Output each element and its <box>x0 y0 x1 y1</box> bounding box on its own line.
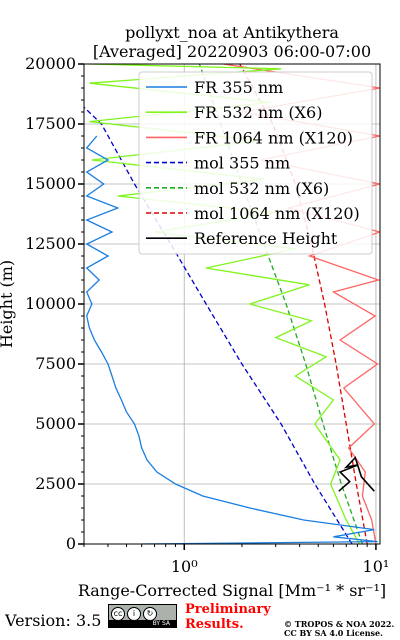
x-tick-label: 10¹ <box>363 557 390 576</box>
x-axis-label: Range-Corrected Signal [Mm⁻¹ * sr⁻¹] <box>78 581 386 600</box>
y-tick-label: 0 <box>66 534 76 553</box>
copyright-line1: © TROPOS & NOA 2022. <box>284 619 395 629</box>
preliminary-line2: Results. <box>185 617 244 632</box>
legend-label-ref: Reference Height <box>194 229 338 248</box>
legend-label-fr1064: FR 1064 nm (X120) <box>194 128 353 147</box>
y-axis-label: Height (m) <box>0 260 16 348</box>
cc-badge-text: BY SA <box>109 620 176 627</box>
y-tick-label: 10000 <box>25 294 76 313</box>
series-line-mol532 <box>198 64 364 544</box>
y-tick-label: 20000 <box>25 54 76 73</box>
legend: FR 355 nm FR 532 nm (X6) FR 1064 nm (X120)… <box>138 71 373 255</box>
y-tick-label: 5000 <box>35 414 76 433</box>
y-tick-label: 2500 <box>35 474 76 493</box>
version-label: Version: 3.5 <box>5 611 102 630</box>
legend-label-mol1064: mol 1064 nm (X120) <box>194 204 360 223</box>
legend-label-fr532: FR 532 nm (X6) <box>194 103 322 122</box>
legend-label-mol355: mol 355 nm <box>194 154 290 173</box>
chart-title-line2: [Averaged] 20220903 06:00-07:00 <box>93 42 371 61</box>
legend-box <box>138 71 373 255</box>
sa-icon: ↻ <box>143 607 157 621</box>
cc-icon: cc <box>111 607 125 621</box>
x-tick-label: 10⁰ <box>171 557 198 576</box>
legend-label-mol532: mol 532 nm (X6) <box>194 179 329 198</box>
series-line-ref <box>338 456 375 492</box>
copyright-note: © TROPOS & NOA 2022. CC BY SA 4.0 Licens… <box>284 620 394 638</box>
legend-label-fr355: FR 355 nm <box>194 78 283 97</box>
y-tick-label: 7500 <box>35 354 76 373</box>
by-icon: i <box>127 607 141 621</box>
lidar-profile-chart: pollyxt_noa at Antikythera [Averaged] 20… <box>0 23 389 600</box>
y-tick-label: 17500 <box>25 114 76 133</box>
series-line-fr355 <box>85 135 378 544</box>
copyright-line2: CC BY SA 4.0 License. <box>284 628 383 638</box>
series-line-mol355 <box>84 106 353 544</box>
y-tick-label: 12500 <box>25 234 76 253</box>
cc-license-badge[interactable]: cc i ↻ BY SA <box>108 604 177 628</box>
chart-title-line1: pollyxt_noa at Antikythera <box>125 23 339 42</box>
y-tick-label: 15000 <box>25 174 76 193</box>
preliminary-results-note: Preliminary Results. <box>185 602 271 632</box>
axis-ticks: 0 2500 5000 7500 10000 12500 15000 17500 20000 10… <box>25 54 389 576</box>
series-line-fr532 <box>89 64 360 544</box>
preliminary-line1: Preliminary <box>185 602 271 617</box>
